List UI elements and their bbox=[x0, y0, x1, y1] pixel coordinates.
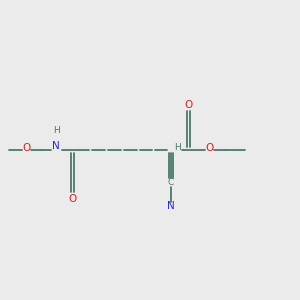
Text: O: O bbox=[22, 142, 31, 153]
Text: O: O bbox=[184, 100, 193, 110]
Text: N: N bbox=[52, 141, 60, 152]
Text: H: H bbox=[174, 143, 181, 152]
Text: H: H bbox=[53, 126, 60, 135]
Text: O: O bbox=[69, 194, 77, 204]
Text: C: C bbox=[168, 178, 174, 187]
Text: O: O bbox=[205, 142, 214, 153]
Text: N: N bbox=[167, 202, 175, 212]
